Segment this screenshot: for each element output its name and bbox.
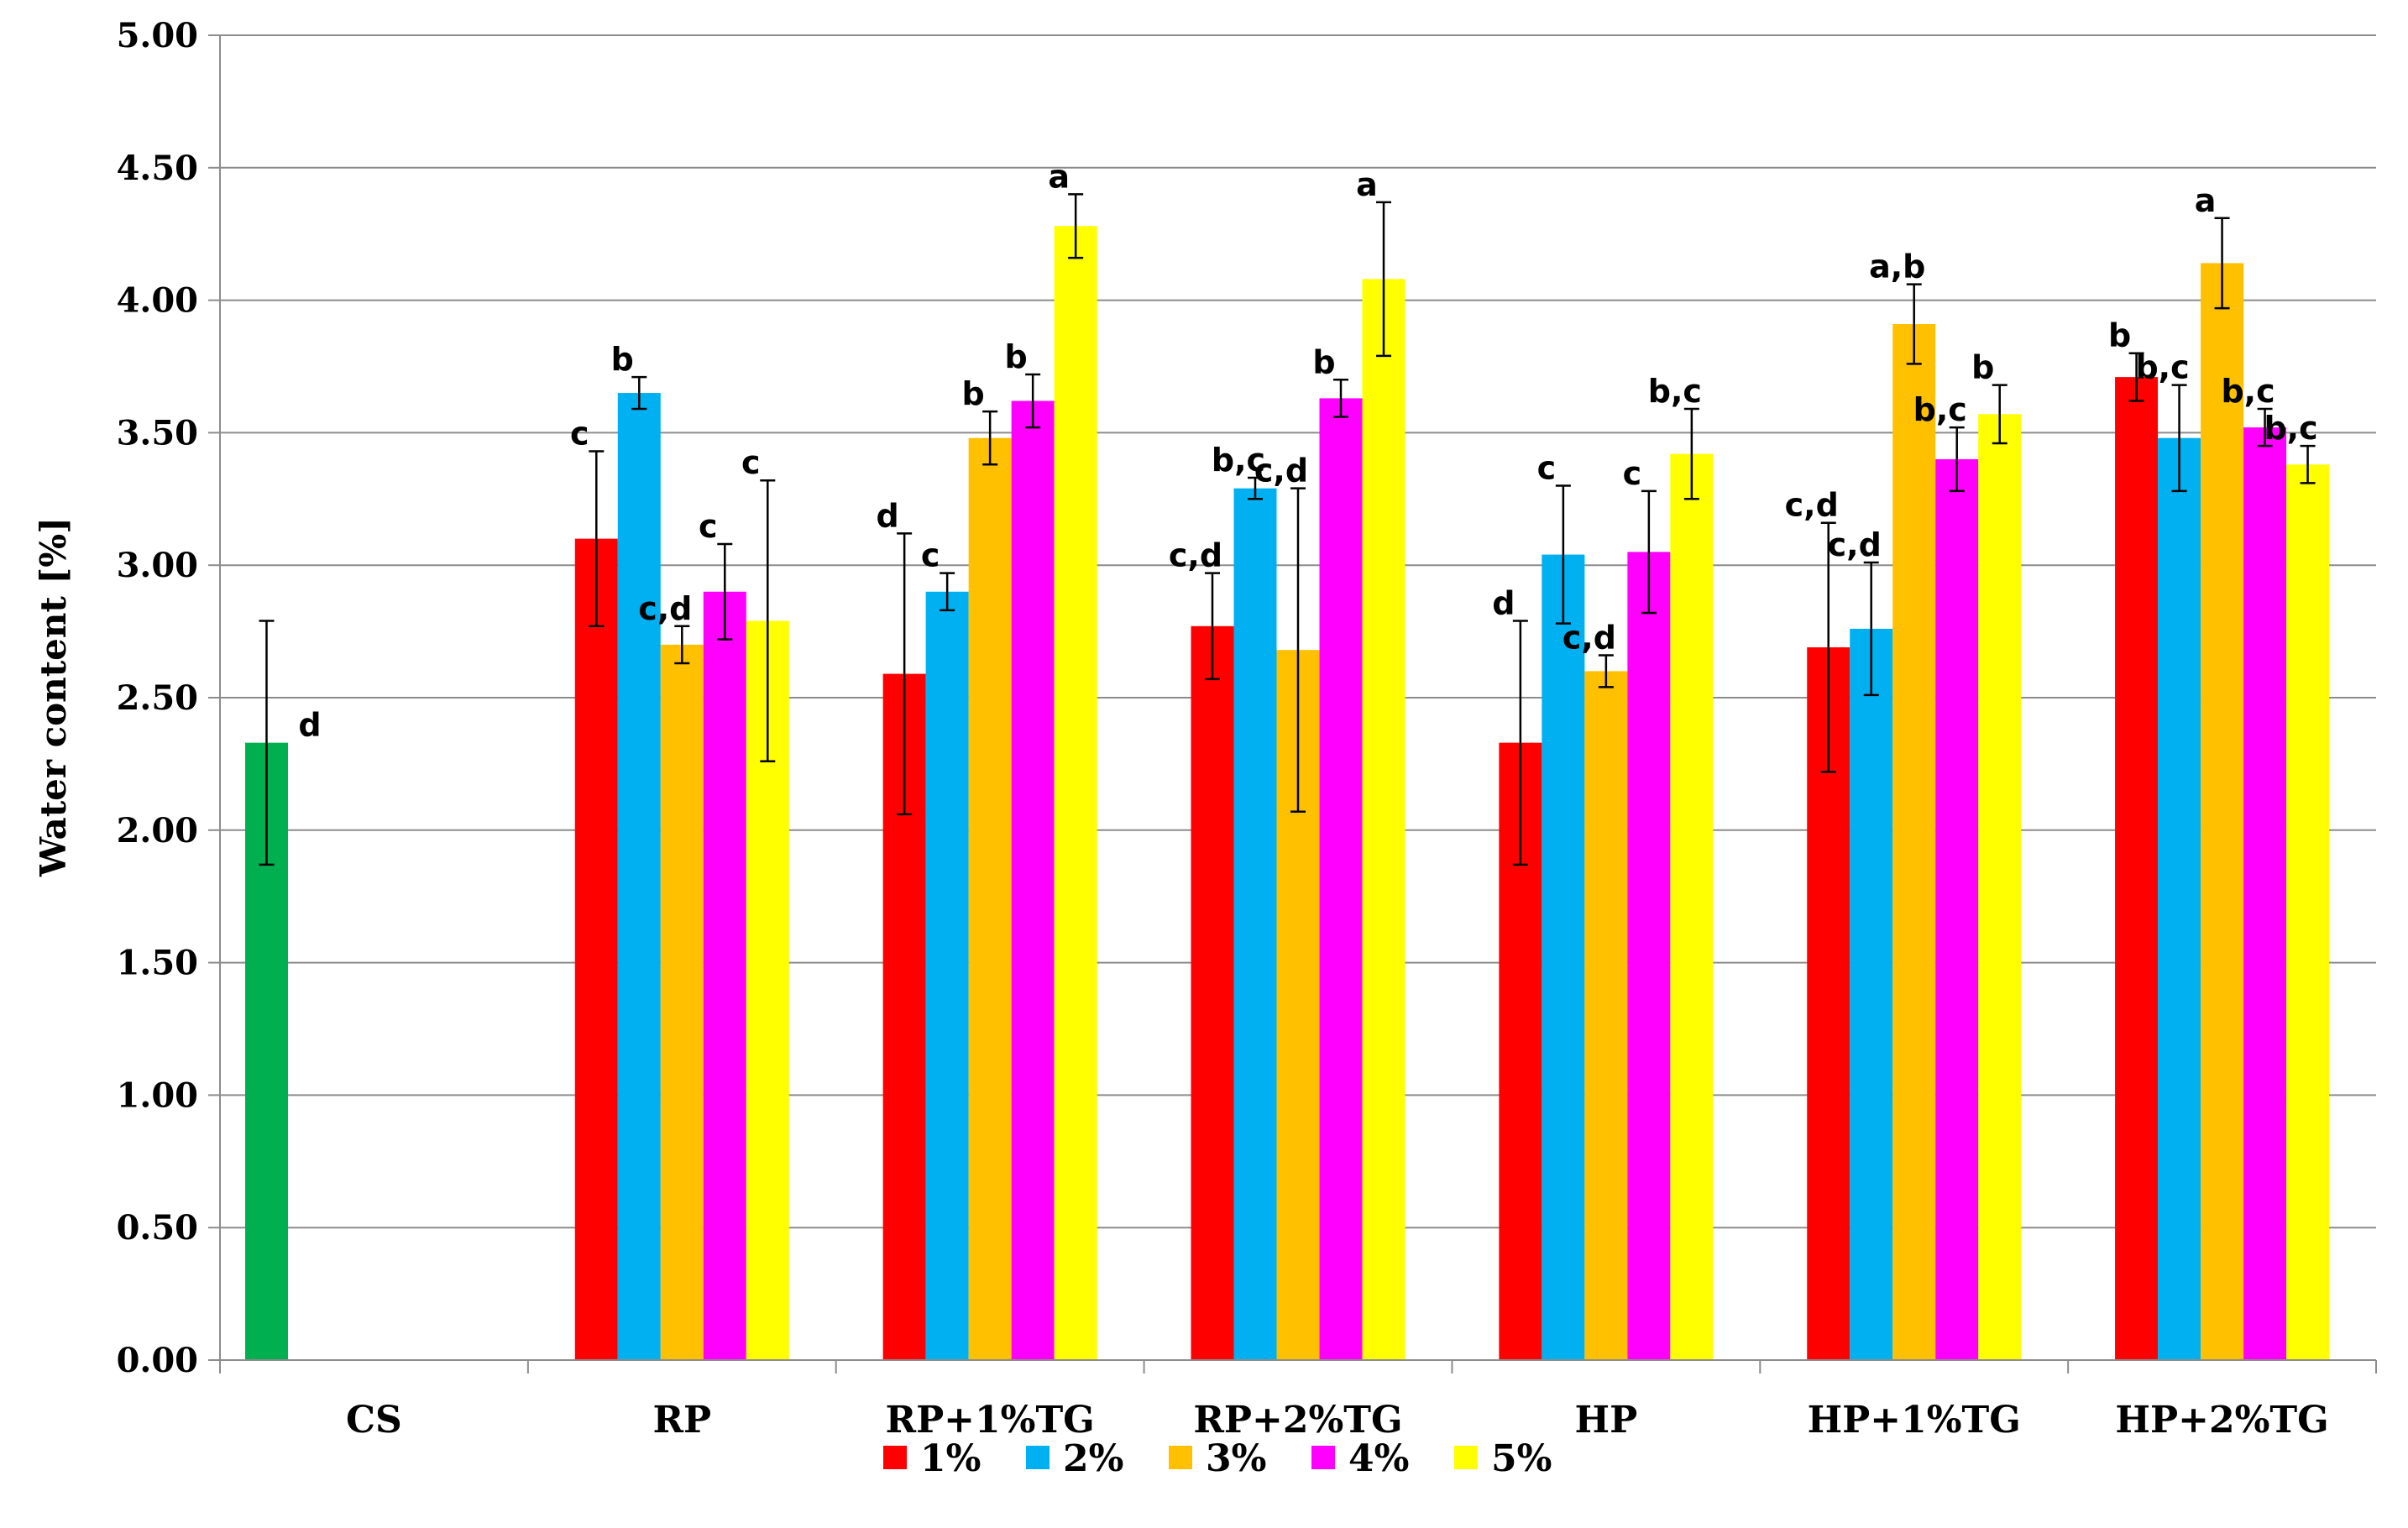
y-axis-title: Water content [%] [33, 517, 74, 877]
legend-swatch-1pct [883, 1446, 907, 1469]
bar-3pct [660, 644, 704, 1360]
y-tick-label: 3.50 [117, 413, 198, 453]
y-tick-label: 1.50 [117, 944, 198, 983]
significance-label: b [1312, 343, 1335, 380]
significance-label: b,c [2264, 410, 2317, 447]
significance-label: a [1356, 166, 1378, 203]
significance-label: b [1971, 349, 1994, 386]
significance-label: c,d [1828, 526, 1882, 563]
y-tick-label: 0.50 [117, 1208, 198, 1248]
significance-label: a,b [1869, 249, 1925, 285]
legend-label: 3% [1206, 1437, 1266, 1480]
bar-2pct [1542, 554, 1585, 1360]
bar-4pct [703, 591, 746, 1360]
bar-3pct [1584, 671, 1628, 1360]
bar-4pct [1319, 398, 1363, 1360]
bar-4pct [1011, 400, 1055, 1360]
bar-1pct [1191, 625, 1234, 1360]
legend-label: 1% [920, 1437, 981, 1480]
significance-label: c,d [1563, 620, 1616, 657]
significance-label: d [1492, 584, 1515, 621]
legend-label: 4% [1348, 1437, 1409, 1480]
significance-label: b [962, 375, 985, 412]
legend-swatch-2pct [1026, 1446, 1050, 1469]
x-category-label: CS [346, 1399, 402, 1442]
bar-4pct [2243, 427, 2287, 1360]
error-bars [259, 193, 2316, 866]
significance-label: c,d [638, 590, 692, 627]
y-axis-tick-labels: 0.00 0.50 1.00 1.50 2.00 2.50 3.00 3.50 4.00 4.50… [117, 16, 198, 1380]
bar-5pct [2286, 464, 2330, 1360]
bars [245, 226, 2330, 1361]
significance-label: a [2195, 182, 2217, 219]
legend-swatch-5pct [1454, 1446, 1478, 1469]
significance-label: a [1048, 158, 1070, 195]
y-tick-label: 2.00 [117, 811, 198, 850]
bar-3pct [968, 437, 1012, 1361]
y-tick-label: 0.00 [117, 1341, 198, 1380]
y-tick-label: 1.00 [117, 1075, 198, 1115]
bar-4pct [1935, 458, 1979, 1361]
x-category-label: RP+2%TG [1193, 1399, 1402, 1442]
significance-label: d [877, 497, 899, 534]
y-tick-label: 2.50 [117, 678, 198, 718]
bar-2pct [617, 393, 661, 1360]
bar-1pct [2115, 377, 2159, 1360]
x-category-label: HP+2%TG [2115, 1399, 2328, 1442]
legend: 1% 2% 3% 4% 5% [883, 1437, 1552, 1480]
y-tick-label: 5.00 [117, 16, 198, 55]
x-category-label: HP [1575, 1399, 1638, 1442]
significance-label: b,c [1913, 391, 1967, 428]
significance-label: c [1623, 455, 1642, 492]
bar-5pct [1670, 453, 1714, 1361]
x-category-label: RP+1%TG [886, 1399, 1095, 1442]
bar-3pct [2201, 263, 2244, 1360]
significance-label: c [741, 444, 761, 481]
significance-label: c [1537, 450, 1557, 487]
bar-5pct [1978, 414, 2022, 1361]
y-tick-label: 4.50 [117, 149, 198, 188]
significance-label: c,d [1169, 537, 1222, 574]
bar-1pct [574, 538, 618, 1360]
significance-label: b,c [2221, 373, 2275, 410]
legend-swatch-4pct [1311, 1446, 1335, 1469]
significance-label: c [570, 415, 589, 452]
bar-2pct [1233, 488, 1277, 1360]
bar-3pct [1892, 324, 1936, 1360]
significance-label: b,c [1648, 373, 1702, 410]
bar-2pct [925, 591, 969, 1360]
significance-label: c,d [1254, 453, 1308, 489]
significance-label: b [611, 341, 634, 378]
x-category-label: HP+1%TG [1808, 1399, 2021, 1442]
y-tick-label: 3.00 [117, 546, 198, 585]
significance-label: c,d [1785, 487, 1839, 524]
significance-label: b [2108, 317, 2131, 354]
significance-label: b,c [1212, 442, 1265, 479]
y-tick-label: 4.00 [117, 281, 198, 321]
significance-label: d [298, 707, 321, 744]
legend-swatch-3pct [1169, 1446, 1192, 1469]
bar-5pct [1362, 279, 1406, 1360]
axes [208, 34, 2377, 1374]
significance-label: b,c [2135, 349, 2189, 386]
bar-5pct [1054, 226, 1097, 1361]
x-category-label: RP [652, 1399, 711, 1442]
significance-label: b [1005, 338, 1028, 375]
significance-label: c [699, 508, 718, 545]
legend-label: 2% [1063, 1437, 1123, 1480]
bar-4pct [1627, 552, 1671, 1360]
significance-label: c [921, 537, 940, 574]
bar-2pct [2158, 437, 2201, 1361]
bar-2pct [1850, 628, 1893, 1360]
x-axis-category-labels: CS RP RP+1%TG RP+2%TG HP HP+1%TG HP+2%TG [346, 1399, 2329, 1442]
significance-labels: dcbc,dccdcbbac,db,cc,dbadcc,dcb,cc,dc,da… [298, 158, 2317, 743]
legend-label: 5% [1491, 1437, 1552, 1480]
